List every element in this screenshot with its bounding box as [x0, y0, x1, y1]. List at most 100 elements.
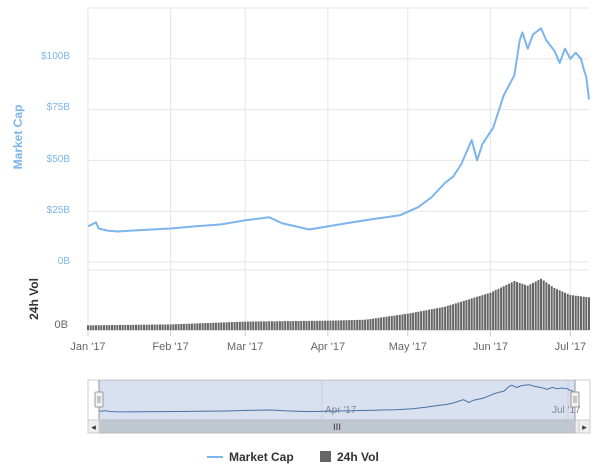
volume-bar[interactable]: [446, 305, 449, 330]
volume-bar[interactable]: [553, 288, 556, 330]
volume-bar[interactable]: [278, 321, 281, 330]
volume-bar[interactable]: [558, 290, 561, 330]
volume-bar[interactable]: [300, 321, 303, 330]
volume-bar[interactable]: [505, 284, 508, 330]
navigator-selection-mask[interactable]: [99, 380, 575, 420]
volume-bar[interactable]: [569, 295, 572, 330]
volume-bar[interactable]: [140, 324, 143, 330]
volume-bar[interactable]: [292, 321, 295, 330]
volume-bar[interactable]: [89, 325, 92, 330]
volume-bar[interactable]: [516, 281, 518, 330]
volume-bar[interactable]: [257, 321, 260, 330]
volume-bar[interactable]: [518, 282, 521, 330]
volume-bar[interactable]: [422, 310, 425, 330]
volume-bar[interactable]: [201, 323, 204, 330]
volume-bar[interactable]: [249, 321, 252, 331]
volume-bar[interactable]: [564, 292, 566, 330]
volume-bar[interactable]: [143, 324, 145, 330]
volume-bar[interactable]: [182, 323, 185, 330]
volume-bar[interactable]: [100, 325, 103, 330]
volume-bar[interactable]: [92, 325, 95, 330]
volume-bar[interactable]: [204, 323, 207, 330]
volume-bar[interactable]: [417, 311, 420, 330]
volume-bar[interactable]: [497, 288, 500, 330]
volume-bar[interactable]: [119, 325, 121, 330]
volume-bar[interactable]: [396, 315, 399, 330]
volume-bar[interactable]: [161, 324, 164, 331]
volume-bar[interactable]: [388, 316, 391, 330]
volume-bar[interactable]: [111, 325, 113, 330]
volume-bar[interactable]: [430, 309, 433, 330]
volume-bar[interactable]: [513, 281, 516, 330]
volume-bar[interactable]: [481, 295, 484, 330]
volume-bar[interactable]: [174, 324, 177, 330]
volume-bar[interactable]: [273, 321, 276, 330]
volume-bar[interactable]: [364, 319, 367, 330]
volume-bar[interactable]: [500, 287, 503, 331]
volume-bar[interactable]: [457, 302, 460, 331]
volume-bar[interactable]: [478, 296, 481, 330]
volume-bar[interactable]: [324, 320, 327, 330]
navigator-handle-left[interactable]: [94, 391, 104, 408]
volume-bar[interactable]: [310, 320, 313, 330]
volume-bar[interactable]: [217, 322, 220, 330]
volume-bar[interactable]: [433, 308, 436, 330]
volume-bar[interactable]: [164, 324, 167, 331]
volume-bar[interactable]: [588, 297, 590, 330]
volume-bar[interactable]: [254, 321, 257, 331]
volume-bar[interactable]: [372, 318, 375, 330]
volume-bar[interactable]: [369, 319, 372, 330]
volume-bar[interactable]: [334, 320, 337, 331]
volume-bar[interactable]: [294, 321, 297, 330]
volume-bar[interactable]: [353, 320, 356, 330]
volume-bar[interactable]: [129, 324, 132, 330]
volume-bar[interactable]: [206, 323, 209, 330]
volume-bar[interactable]: [470, 298, 473, 330]
volume-bar[interactable]: [268, 321, 271, 330]
volume-bar[interactable]: [308, 320, 311, 330]
legend[interactable]: Market Cap 24h Vol: [207, 450, 379, 464]
volume-bar[interactable]: [166, 324, 169, 330]
volume-bar[interactable]: [108, 325, 111, 330]
volume-bar[interactable]: [284, 321, 287, 330]
volume-bar[interactable]: [172, 324, 175, 330]
volume-bar[interactable]: [489, 292, 492, 330]
volume-bar[interactable]: [87, 325, 89, 330]
volume-bar[interactable]: [404, 314, 407, 330]
navigator[interactable]: Apr '17 Jul '17: [87, 379, 591, 421]
volume-bar[interactable]: [532, 282, 534, 330]
volume-bar[interactable]: [135, 324, 137, 330]
volume-bar[interactable]: [95, 325, 97, 330]
volume-bar[interactable]: [159, 324, 161, 331]
market-cap-line[interactable]: [87, 27, 590, 233]
volume-bar[interactable]: [225, 322, 228, 330]
volume-bar[interactable]: [103, 325, 105, 330]
volume-bar[interactable]: [548, 284, 550, 330]
volume-bar[interactable]: [270, 321, 273, 330]
volume-bar[interactable]: [476, 296, 479, 330]
volume-bar[interactable]: [441, 307, 444, 330]
scrollbar[interactable]: ◂ ▸ III: [87, 419, 591, 434]
volume-bar[interactable]: [582, 296, 585, 330]
volume-bar[interactable]: [188, 323, 191, 330]
volume-bar[interactable]: [97, 325, 100, 330]
volume-bar[interactable]: [508, 283, 511, 330]
volume-bar[interactable]: [556, 289, 558, 330]
volume-series[interactable]: [87, 278, 590, 331]
volume-bar[interactable]: [286, 321, 289, 330]
volume-bar[interactable]: [185, 323, 188, 330]
volume-bar[interactable]: [329, 320, 332, 330]
volume-bar[interactable]: [484, 294, 487, 330]
volume-bar[interactable]: [230, 322, 233, 330]
volume-bar[interactable]: [105, 325, 108, 330]
volume-bar[interactable]: [390, 315, 393, 330]
volume-bar[interactable]: [526, 285, 529, 330]
volume-bar[interactable]: [377, 317, 380, 330]
volume-bar[interactable]: [340, 320, 343, 330]
volume-bar[interactable]: [345, 320, 348, 330]
volume-bar[interactable]: [382, 317, 385, 330]
volume-bar[interactable]: [361, 319, 364, 330]
volume-bar[interactable]: [241, 321, 244, 330]
volume-bar[interactable]: [521, 283, 524, 330]
